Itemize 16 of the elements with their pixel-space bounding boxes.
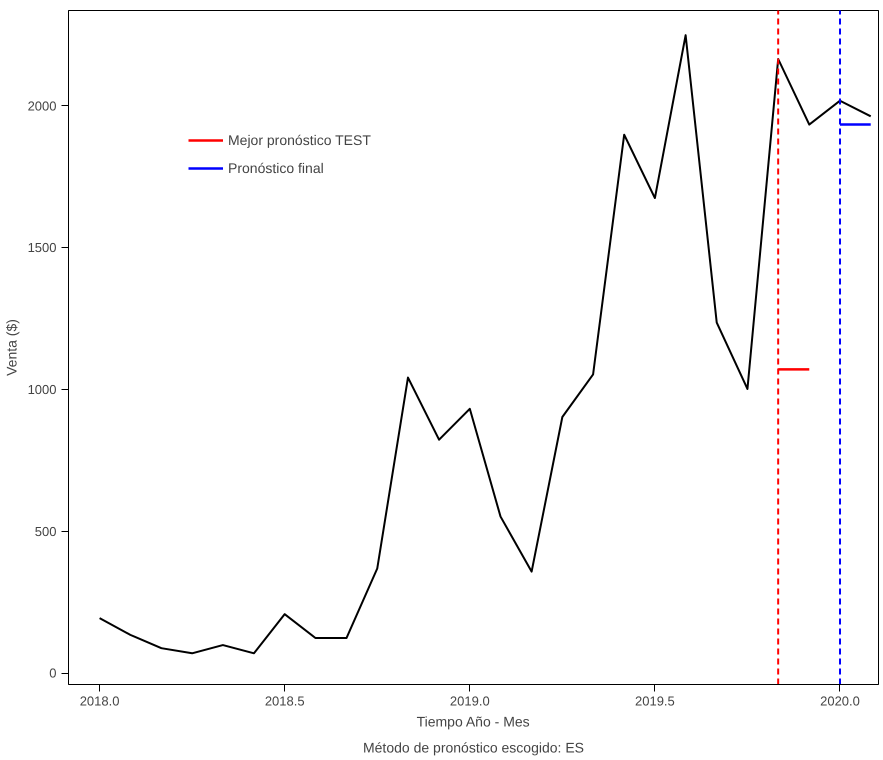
x-tick-label: 2018.0 (80, 694, 120, 708)
line-series (98, 34, 872, 654)
legend-label: Mejor pronóstico TEST (228, 132, 371, 148)
y-tick-label: 1500 (28, 240, 56, 256)
x-tick-label: 2019.0 (450, 694, 490, 708)
y-tick-label: 1000 (28, 382, 56, 397)
y-tick-label: 2000 (28, 98, 56, 114)
y-axis-title: Venta ($) (4, 319, 20, 376)
x-axis-title: Tiempo Año - Mes (416, 714, 530, 730)
legend-label: Pronóstico final (228, 160, 324, 176)
text: Método de pronóstico escogido: ES (362, 740, 584, 756)
x-tick-label: 2019.5 (635, 694, 675, 708)
x-tick-label: 2018.5 (264, 694, 305, 708)
y-tick-label: 0 (49, 666, 57, 681)
x-tick-label: 2020.0 (820, 694, 860, 708)
y-tick-label: 500 (34, 524, 57, 539)
